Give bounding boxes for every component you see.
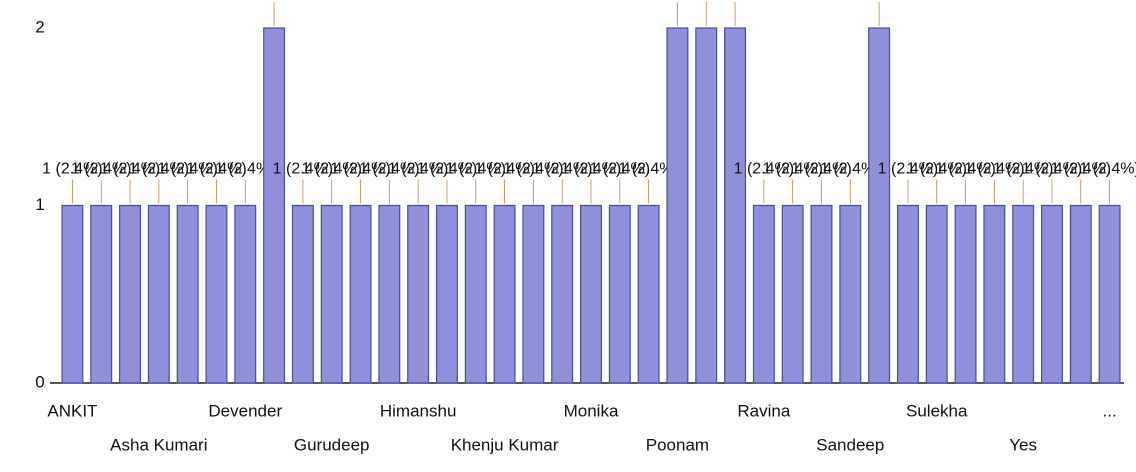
value-label: 1 (2.4%): [1079, 161, 1136, 178]
bar: [147, 204, 170, 384]
bar: [551, 204, 574, 384]
value-label: 1 (2.4%): [762, 161, 822, 178]
value-label: 1 (2.4%): [417, 161, 477, 178]
x-tick-label: Himanshu: [380, 401, 457, 420]
value-label: 1 (2.4%): [273, 161, 333, 178]
bar: [637, 204, 660, 384]
bar: [205, 204, 228, 384]
bar: [868, 27, 891, 384]
value-label: 1 (2.4%): [71, 161, 131, 178]
value-label: 1 (2.4%): [935, 161, 995, 178]
bar: [983, 204, 1006, 384]
value-label: 1 (2.4%): [590, 161, 650, 178]
bar: [61, 204, 84, 384]
bar: [954, 204, 977, 384]
y-tick-label: 0: [35, 372, 44, 391]
bar: [234, 204, 257, 384]
bar: [119, 204, 141, 384]
value-label: 1 (2.4%): [1022, 161, 1082, 178]
x-tick-label: Poonam: [646, 435, 709, 454]
value-label: 1 (2.4%): [388, 161, 448, 178]
value-label: 1 (2.4%): [215, 161, 275, 178]
value-label: 1 (2.4%): [561, 161, 621, 178]
bar: [435, 204, 458, 384]
x-tick-label: Ravina: [737, 401, 790, 420]
bar: [349, 204, 372, 384]
y-tick-label: 1: [35, 195, 44, 214]
value-label: 1 (2.4%): [503, 161, 563, 178]
x-tick-label: Asha Kumari: [110, 435, 207, 454]
value-label: 1 (2.4%): [330, 161, 390, 178]
bar: [378, 204, 401, 384]
x-tick-label: Devender: [208, 401, 282, 420]
value-label: 1 (2.4%): [993, 161, 1053, 178]
value-label: 1 (2.4%): [474, 161, 534, 178]
bar: [724, 27, 747, 384]
bar: [291, 204, 314, 384]
bar: [896, 204, 919, 384]
bar: [839, 204, 862, 384]
value-label: 1 (2.4%): [532, 161, 592, 178]
bar: [695, 27, 718, 384]
value-label: 1 (2.4%): [964, 161, 1024, 178]
bar: [580, 204, 602, 384]
value-label: 1 (2.4%): [820, 161, 880, 178]
x-tick-label: Sandeep: [816, 435, 884, 454]
bar: [1098, 204, 1121, 384]
x-tick-label: Khenju Kumar: [451, 435, 559, 454]
value-label: 1 (2.4%): [301, 161, 361, 178]
value-label: 1 (2.4%): [1051, 161, 1111, 178]
bar: [90, 204, 113, 384]
value-label: 1 (2.4%): [618, 161, 678, 178]
bar: [752, 204, 775, 384]
bar: [320, 204, 343, 384]
value-label: 1 (2.4%): [446, 161, 506, 178]
bar: [781, 204, 804, 384]
value-label: 1 (2.4%): [791, 161, 851, 178]
bar: [810, 204, 833, 384]
value-label: 1 (2.4%): [359, 161, 419, 178]
value-label: 1 (2.4%): [734, 161, 794, 178]
bar: [493, 204, 516, 384]
bar: [1069, 204, 1092, 384]
x-tick-label: ...: [1103, 401, 1117, 420]
value-label: 1 (2.4%): [906, 161, 966, 178]
x-tick-label: Monika: [564, 401, 619, 420]
bar: [666, 27, 689, 384]
x-tick-label: Sulekha: [906, 401, 968, 420]
value-label: 1 (2.4%): [129, 161, 189, 178]
y-tick-label: 2: [35, 17, 44, 36]
value-label: 1 (2.4%): [42, 161, 102, 178]
bar: [1041, 204, 1063, 384]
x-tick-label: ANKIT: [47, 401, 97, 420]
bar: [1012, 204, 1035, 384]
value-label: 1 (2.4%): [157, 161, 217, 178]
x-tick-label: Gurudeep: [294, 435, 370, 454]
value-label: 1 (2.4%): [186, 161, 246, 178]
bar: [407, 204, 430, 384]
value-label: 1 (2.4%): [878, 161, 938, 178]
value-label: 1 (2.4%): [100, 161, 160, 178]
bar: [925, 204, 948, 384]
bar: [464, 204, 487, 384]
bar: [176, 204, 199, 384]
bar: [608, 204, 631, 384]
x-tick-label: Yes: [1009, 435, 1037, 454]
bar: [522, 204, 545, 384]
bar: [263, 27, 286, 384]
